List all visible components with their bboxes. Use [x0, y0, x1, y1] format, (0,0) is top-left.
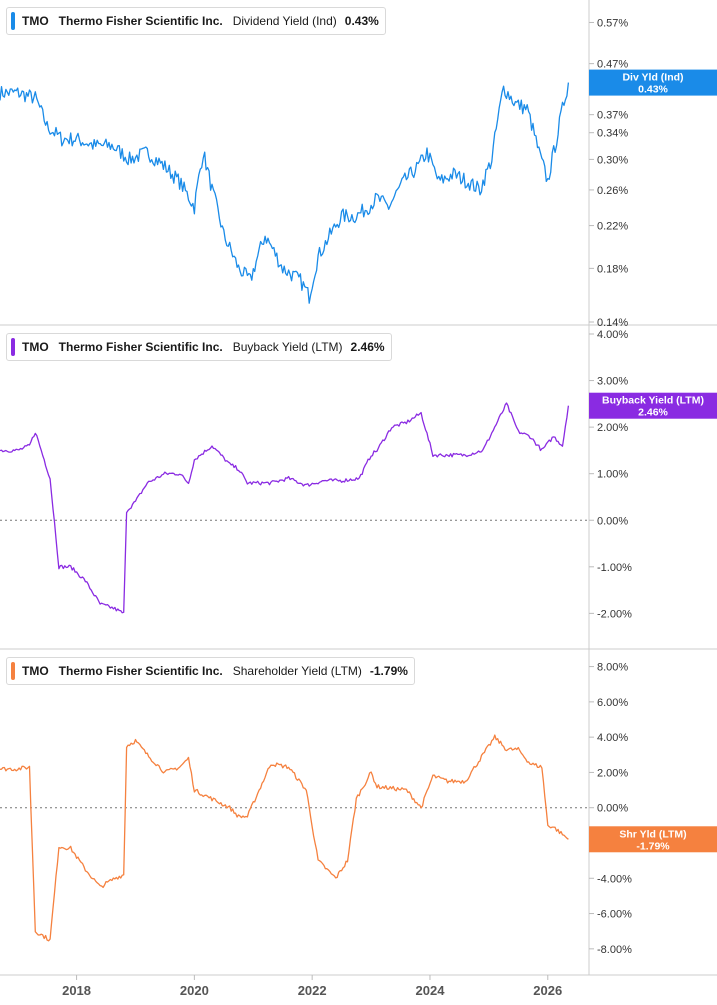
y-tick-label: 6.00%: [597, 697, 628, 709]
y-tick-label: 4.00%: [597, 732, 628, 744]
x-tick-label: 2020: [180, 983, 209, 998]
y-tick-label: 0.37%: [597, 110, 628, 122]
y-tick-label: 0.57%: [597, 17, 628, 29]
x-tick-label: 2022: [298, 983, 327, 998]
x-tick-label: 2018: [62, 983, 91, 998]
metric-value: -1.79%: [369, 664, 408, 678]
y-tick-label: 0.47%: [597, 59, 628, 71]
y-tick-label: -1.00%: [597, 562, 632, 574]
y-tick-label: 4.00%: [597, 329, 628, 341]
y-tick-label: -4.00%: [597, 873, 632, 885]
series-line: [0, 734, 569, 942]
y-tick-label: 1.00%: [597, 469, 628, 481]
ticker-label: TMO: [22, 340, 49, 354]
metric-value: 2.46%: [350, 340, 385, 354]
y-tick-label: -8.00%: [597, 944, 632, 956]
y-tick-label: 2.00%: [597, 422, 628, 434]
ticker-label: TMO: [22, 664, 49, 678]
panel-label-dividend: TMO Thermo Fisher Scientific Inc. Divide…: [6, 7, 386, 35]
y-tick-label: 0.30%: [597, 154, 628, 166]
y-tick-label: 0.14%: [597, 317, 628, 329]
series-swatch: [11, 338, 15, 356]
y-tick-label: 0.26%: [597, 185, 628, 197]
y-tick-label: 3.00%: [597, 376, 628, 388]
y-tick-label: 2.00%: [597, 767, 628, 779]
y-tick-label: -6.00%: [597, 909, 632, 921]
current-value-tag-title: Shr Yld (LTM): [619, 828, 686, 840]
current-value-tag-title: Div Yld (Ind): [622, 72, 683, 84]
series-line: [0, 82, 570, 304]
current-value-tag-value: -1.79%: [636, 840, 670, 852]
company-label: Thermo Fisher Scientific Inc.: [58, 340, 223, 354]
y-tick-label: 8.00%: [597, 662, 628, 674]
y-tick-label: 0.18%: [597, 263, 628, 275]
y-tick-label: 0.00%: [597, 803, 628, 815]
y-tick-label: 0.22%: [597, 221, 628, 233]
ticker-label: TMO: [22, 14, 49, 28]
metric-label: Shareholder Yield (LTM): [232, 664, 362, 678]
x-tick-label: 2026: [533, 983, 562, 998]
company-label: Thermo Fisher Scientific Inc.: [58, 664, 223, 678]
y-tick-label: 0.34%: [597, 128, 628, 140]
current-value-tag-value: 2.46%: [638, 407, 668, 419]
y-tick-label: -2.00%: [597, 608, 632, 620]
panel-label-buyback: TMO Thermo Fisher Scientific Inc. Buybac…: [6, 333, 392, 361]
series-swatch: [11, 662, 15, 680]
metric-label: Dividend Yield (Ind): [232, 14, 337, 28]
current-value-tag: [589, 392, 717, 419]
metric-label: Buyback Yield (LTM): [232, 340, 343, 354]
current-value-tag-title: Buyback Yield (LTM): [602, 395, 704, 407]
panel-label-shareholder: TMO Thermo Fisher Scientific Inc. Shareh…: [6, 657, 415, 685]
y-tick-label: 0.00%: [597, 515, 628, 527]
series-swatch: [11, 12, 15, 30]
series-line: [0, 402, 570, 614]
current-value-tag: [589, 826, 717, 853]
metric-value: 0.43%: [344, 14, 379, 28]
current-value-tag: [589, 69, 717, 96]
current-value-tag-value: 0.43%: [638, 84, 668, 96]
company-label: Thermo Fisher Scientific Inc.: [58, 14, 223, 28]
x-tick-label: 2024: [416, 983, 446, 998]
